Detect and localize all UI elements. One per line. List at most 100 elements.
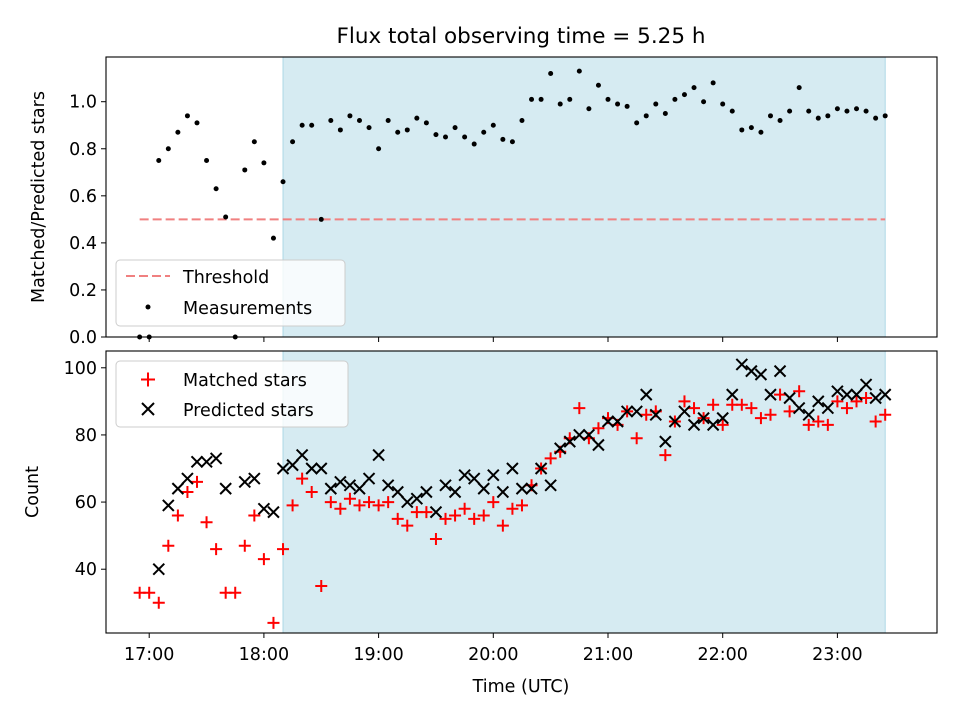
matched-star-point xyxy=(544,452,557,465)
matched-star-point xyxy=(688,402,701,415)
measurement-point xyxy=(882,113,888,119)
matched-star-point xyxy=(515,499,528,512)
legend-measurements-swatch xyxy=(145,304,151,310)
panel-ratio-window xyxy=(282,56,886,338)
measurement-point xyxy=(328,118,334,124)
predicted-star-point xyxy=(477,482,490,495)
matched-star-point xyxy=(640,408,653,421)
matched-stars-points xyxy=(133,385,892,629)
measurement-point xyxy=(500,136,506,142)
matched-star-point xyxy=(238,539,251,552)
predicted-star-point xyxy=(439,479,452,492)
matched-star-point xyxy=(229,586,242,599)
measurement-point xyxy=(624,103,630,109)
matched-star-point xyxy=(449,509,462,522)
measurement-point xyxy=(175,129,181,135)
predicted-star-point xyxy=(754,368,768,381)
matched-star-point xyxy=(372,499,385,512)
x-tick-label: 22:00 xyxy=(697,645,747,665)
measurement-point xyxy=(777,118,783,124)
predicted-star-point xyxy=(534,462,548,475)
matched-star-point xyxy=(707,398,720,411)
predicted-star-point xyxy=(601,415,615,428)
predicted-star-point xyxy=(697,411,710,425)
predicted-star-point xyxy=(267,505,280,519)
matched-star-point xyxy=(764,408,777,421)
matched-star-point xyxy=(152,596,165,609)
matched-star-point xyxy=(630,432,643,445)
matched-star-point xyxy=(248,509,261,522)
measurement-point xyxy=(356,118,362,124)
panel-ratio-frame xyxy=(105,56,938,338)
y-tick-label: 1.0 xyxy=(69,93,97,113)
predicted-star-point xyxy=(554,442,567,455)
panel-ratio: 0.0 0.2 0.4 0.6 0.8 1.0 Matched/Predicted sta… xyxy=(29,56,938,348)
measurement-point xyxy=(548,70,554,76)
predicted-star-point xyxy=(726,388,739,401)
measurement-point xyxy=(672,96,678,102)
predicted-star-point xyxy=(152,563,165,576)
predicted-star-point xyxy=(343,479,357,492)
measurement-point xyxy=(261,160,267,166)
measurement-point xyxy=(366,125,372,131)
measurement-point xyxy=(423,120,429,126)
measurement-point xyxy=(251,139,257,145)
measurement-point xyxy=(299,122,305,128)
measurement-point xyxy=(184,113,190,119)
matched-star-point xyxy=(850,395,863,408)
matched-star-point xyxy=(343,492,356,505)
measurement-point xyxy=(395,129,401,135)
predicted-star-point xyxy=(544,479,557,492)
panel-count-y-ticks: 40 60 80 100 xyxy=(64,359,106,580)
matched-star-point xyxy=(324,496,337,509)
matched-star-point xyxy=(439,512,452,525)
predicted-stars-points xyxy=(152,358,892,576)
measurement-point xyxy=(634,120,640,126)
matched-star-point xyxy=(477,509,490,522)
measurement-point xyxy=(376,146,382,152)
y-tick-label: 0.8 xyxy=(69,140,97,160)
matched-star-point xyxy=(353,499,366,512)
predicted-star-point xyxy=(496,485,510,499)
measurement-point xyxy=(309,122,315,128)
matched-star-point xyxy=(334,502,347,515)
matched-star-point xyxy=(277,543,290,556)
measurement-point xyxy=(873,115,879,121)
y-tick-label: 40 xyxy=(75,560,97,580)
y-tick-label: 0.4 xyxy=(69,234,97,254)
measurement-point xyxy=(844,108,850,114)
predicted-star-point xyxy=(401,495,414,509)
predicted-star-point xyxy=(630,405,643,418)
predicted-star-point xyxy=(209,452,223,465)
measurement-point xyxy=(691,85,697,91)
measurement-point xyxy=(443,134,449,140)
measurement-point xyxy=(414,115,420,121)
legend-predicted-swatch xyxy=(141,402,155,416)
x-tick-label: 17:00 xyxy=(124,645,174,665)
measurement-point xyxy=(787,108,793,114)
predicted-star-point xyxy=(649,408,663,421)
predicted-star-point xyxy=(563,435,576,448)
x-tick-label: 19:00 xyxy=(353,645,403,665)
measurement-point xyxy=(318,216,324,222)
measurement-point xyxy=(701,99,707,105)
x-tick-label: 20:00 xyxy=(468,645,518,665)
measurement-point xyxy=(452,125,458,131)
predicted-star-point xyxy=(238,475,251,489)
predicted-star-point xyxy=(410,492,424,505)
matched-star-point xyxy=(735,398,748,411)
predicted-star-point xyxy=(181,472,194,485)
predicted-star-point xyxy=(420,485,433,499)
measurement-point xyxy=(681,92,687,98)
matched-star-point xyxy=(812,415,825,428)
panel-count-x-ticks: 17:00 18:00 19:00 20:00 21:00 22:00 23:00 xyxy=(124,633,863,665)
predicted-star-point xyxy=(869,391,882,405)
measurement-point xyxy=(462,134,468,140)
matched-star-point xyxy=(754,412,767,425)
measurement-point xyxy=(595,82,601,88)
panel-count-window xyxy=(282,350,886,634)
measurement-point xyxy=(156,158,162,164)
predicted-star-point xyxy=(448,485,462,499)
predicted-star-point xyxy=(592,438,605,452)
predicted-star-point xyxy=(286,458,299,472)
